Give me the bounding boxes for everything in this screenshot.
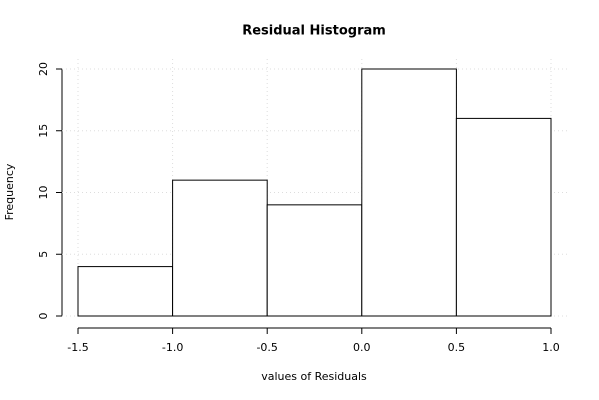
y-tick-label: 20	[37, 62, 50, 76]
x-axis-label: values of Residuals	[261, 370, 367, 383]
x-tick-label: -1.5	[67, 341, 88, 354]
bar	[455, 117, 552, 317]
x-tick-label: -1.0	[162, 341, 183, 354]
bar	[361, 68, 457, 317]
x-tick-label: -0.5	[256, 341, 277, 354]
y-tick-label: 10	[37, 186, 50, 200]
y-tick-label: 5	[37, 251, 50, 258]
chart-title: Residual Histogram	[242, 24, 386, 39]
x-tick-label: 0.5	[448, 341, 466, 354]
x-tick-label: 1.0	[542, 341, 560, 354]
x-tick-label: 0.0	[353, 341, 371, 354]
y-tick-label: 15	[37, 124, 50, 138]
y-tick-label: 0	[37, 313, 50, 320]
bar	[77, 266, 174, 317]
y-axis-label: Frequency	[3, 163, 16, 220]
bar	[172, 179, 268, 317]
bar	[266, 204, 363, 317]
